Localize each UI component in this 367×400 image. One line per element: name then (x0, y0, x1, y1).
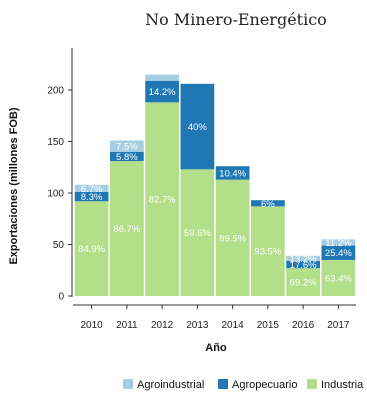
data-label: 5.8% (116, 152, 138, 163)
data-label: 6% (261, 199, 275, 210)
data-label: 84.9% (78, 244, 105, 255)
bar-segment-industria (74, 201, 109, 296)
data-label: 82.7% (149, 195, 176, 206)
bar-segment-industria (110, 161, 144, 296)
axes-group: 0 50 100 150 200 2010 2011 2012 2013 2014 2015 2016… (47, 48, 356, 331)
bar-segment-industria (180, 169, 215, 296)
bars-group: 84.9% 8.3%6.7% 86.7% 5.8%7.5% 82.7% 14.2% 59.6… (74, 74, 356, 296)
data-label: 93.5% (254, 247, 281, 258)
legend-swatch-agropecuario (218, 379, 228, 389)
bar-segment-industria (215, 179, 250, 296)
data-label: 13.2% (290, 254, 317, 265)
x-tick-label: 2014 (222, 320, 245, 331)
bar-segment-agropecuario (215, 166, 250, 180)
data-label: 8.3% (81, 192, 103, 203)
bar-segment-industria (251, 206, 285, 296)
x-tick-label: 2011 (116, 320, 138, 331)
legend-label-industria: Industria (321, 379, 364, 391)
bar-segment-agroindustrial (286, 255, 320, 261)
x-tick-label: 2015 (257, 320, 280, 331)
bar-segment-agroindustrial (145, 74, 179, 81)
data-label: 7.5% (116, 142, 138, 153)
chart-title: No Minero-Energético (145, 10, 327, 29)
y-tick-label: 100 (47, 189, 64, 200)
y-tick-label: 200 (47, 86, 64, 97)
data-label: 6.7% (81, 184, 103, 195)
x-tick-label: 2010 (81, 320, 104, 331)
x-tick-label: 2017 (327, 320, 350, 331)
bar-segment-agroindustrial (321, 239, 356, 246)
data-label: 69.2% (290, 278, 317, 289)
bar-segment-industria (145, 102, 179, 296)
bar-segment-agropecuario (110, 151, 144, 162)
data-label: 63.4% (325, 273, 352, 284)
bar-segment-agropecuario (251, 200, 285, 207)
bar-segment-agropecuario (145, 80, 179, 103)
data-label: 25.4% (325, 248, 352, 259)
y-tick-label: 0 (58, 292, 64, 303)
bar-segment-industria (286, 268, 320, 296)
data-label: 17.6% (290, 260, 317, 271)
bar-segment-agropecuario (286, 260, 320, 269)
legend-swatch-industria (307, 379, 317, 389)
legend-swatch-agroindustrial (123, 379, 133, 389)
x-tick-label: 2016 (292, 320, 315, 331)
y-axis-title: Exportaciones (millones FOB) (8, 107, 20, 264)
data-label: 40% (188, 122, 208, 133)
data-label: 11.2% (325, 238, 352, 249)
y-tick-label: 50 (53, 240, 65, 251)
bar-segment-agroindustrial (74, 184, 109, 192)
bar-segment-industria (321, 259, 356, 296)
legend-label-agroindustrial: Agroindustrial (137, 379, 204, 391)
data-label: 10.4% (219, 168, 246, 179)
legend: Agroindustrial Agropecuario Industria (123, 379, 364, 391)
data-label: 14.2% (149, 87, 176, 98)
bar-segment-agropecuario (74, 191, 109, 202)
x-tick-label: 2013 (186, 320, 209, 331)
bar-segment-agroindustrial (110, 140, 144, 152)
data-label: 59.6% (184, 228, 211, 239)
x-tick-label: 2012 (151, 320, 174, 331)
bar-segment-agropecuario (180, 83, 215, 170)
y-tick-label: 150 (47, 137, 64, 148)
legend-label-agropecuario: Agropecuario (232, 379, 297, 391)
x-axis-title: Año (205, 342, 227, 354)
data-label: 89.5% (219, 233, 246, 244)
data-label: 86.7% (113, 224, 140, 235)
bar-segment-agropecuario (321, 245, 356, 260)
